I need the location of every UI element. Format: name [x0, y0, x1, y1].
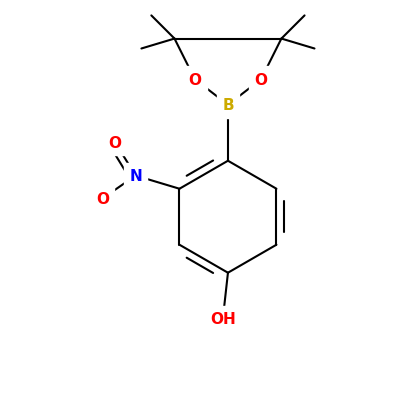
Text: O: O: [109, 136, 122, 151]
Text: B: B: [222, 98, 234, 113]
Text: O: O: [254, 73, 268, 88]
Text: O: O: [96, 191, 109, 207]
Text: OH: OH: [210, 311, 236, 326]
Text: N: N: [129, 169, 142, 184]
Text: O: O: [188, 73, 201, 88]
